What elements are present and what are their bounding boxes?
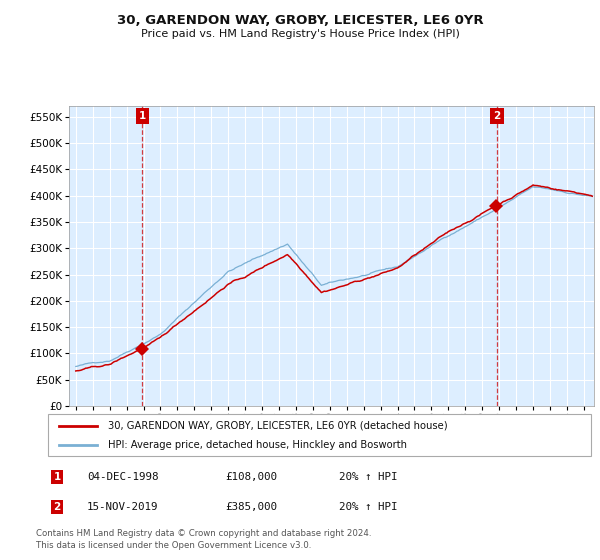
Text: This data is licensed under the Open Government Licence v3.0.: This data is licensed under the Open Gov… bbox=[36, 541, 311, 550]
Text: £108,000: £108,000 bbox=[225, 472, 277, 482]
Text: 20% ↑ HPI: 20% ↑ HPI bbox=[339, 502, 397, 512]
Text: Contains HM Land Registry data © Crown copyright and database right 2024.: Contains HM Land Registry data © Crown c… bbox=[36, 529, 371, 538]
Text: 2: 2 bbox=[493, 111, 500, 121]
Text: 1: 1 bbox=[139, 111, 146, 121]
Text: HPI: Average price, detached house, Hinckley and Bosworth: HPI: Average price, detached house, Hinc… bbox=[108, 440, 407, 450]
Text: 30, GARENDON WAY, GROBY, LEICESTER, LE6 0YR (detached house): 30, GARENDON WAY, GROBY, LEICESTER, LE6 … bbox=[108, 421, 448, 431]
Text: 30, GARENDON WAY, GROBY, LEICESTER, LE6 0YR: 30, GARENDON WAY, GROBY, LEICESTER, LE6 … bbox=[116, 14, 484, 27]
Text: Price paid vs. HM Land Registry's House Price Index (HPI): Price paid vs. HM Land Registry's House … bbox=[140, 29, 460, 39]
Text: 04-DEC-1998: 04-DEC-1998 bbox=[87, 472, 158, 482]
Text: 20% ↑ HPI: 20% ↑ HPI bbox=[339, 472, 397, 482]
Text: 1: 1 bbox=[53, 472, 61, 482]
Text: 15-NOV-2019: 15-NOV-2019 bbox=[87, 502, 158, 512]
Text: £385,000: £385,000 bbox=[225, 502, 277, 512]
Text: 2: 2 bbox=[53, 502, 61, 512]
